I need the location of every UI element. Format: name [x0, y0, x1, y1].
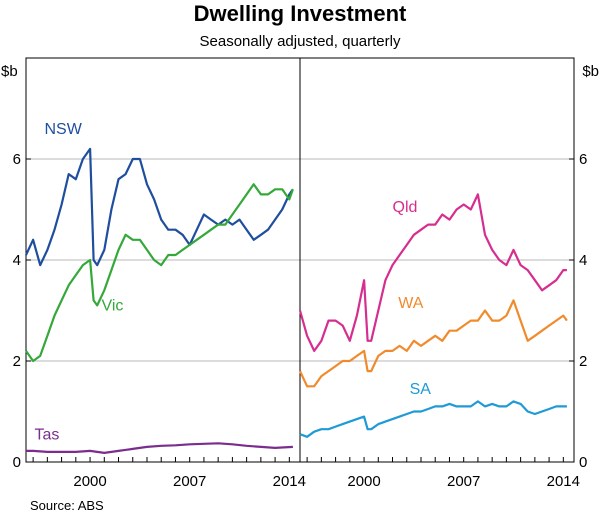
series-line-qld: [298, 193, 567, 352]
series-label-sa: SA: [410, 381, 432, 398]
series-label-vic: Vic: [101, 298, 123, 315]
chart-title: Dwelling Investment: [193, 1, 407, 26]
series-line-tas: [26, 442, 293, 454]
y-tick-label-right: 6: [579, 151, 587, 168]
source-note: Source: ABS: [30, 498, 104, 513]
x-tick-label-right-2007: 2007: [447, 473, 480, 490]
y-unit-label-right: $b: [582, 63, 599, 80]
x-tick-label-right-2000: 2000: [347, 473, 380, 490]
y-tick-label-left: 0: [13, 454, 21, 471]
x-tick-label-left-2000: 2000: [73, 473, 106, 490]
series-label-qld: Qld: [393, 199, 418, 216]
x-tick-label-left-2007: 2007: [173, 473, 206, 490]
y-tick-label-right: 0: [579, 454, 587, 471]
series-line-sa: [299, 400, 567, 438]
y-tick-label-left: 2: [13, 353, 21, 370]
x-tick-label-right-2014: 2014: [547, 473, 580, 490]
y-tick-label-right: 4: [579, 252, 587, 269]
y-tick-label-left: 4: [13, 252, 21, 269]
series-label-tas: Tas: [35, 426, 60, 443]
x-tick-label-left-2014: 2014: [273, 473, 306, 490]
series-line-nsw: [25, 147, 294, 267]
series-line-vic: [25, 183, 294, 363]
y-tick-label-right: 2: [579, 353, 587, 370]
chart-subtitle: Seasonally adjusted, quarterly: [199, 33, 401, 50]
series-label-wa: WA: [398, 295, 424, 312]
y-tick-label-left: 6: [13, 151, 21, 168]
series-line-wa: [299, 299, 568, 388]
series-label-nsw: NSW: [45, 121, 83, 138]
y-unit-label-left: $b: [1, 63, 18, 80]
